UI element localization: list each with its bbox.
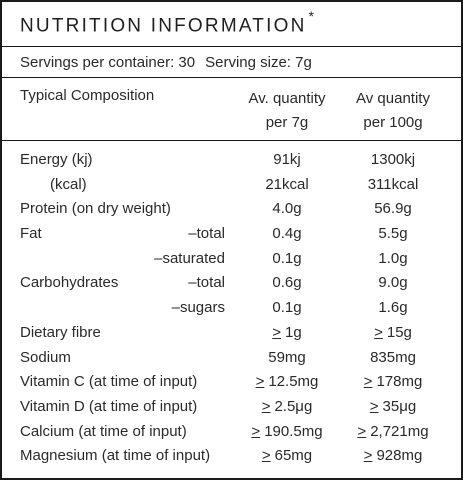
- title-row: NUTRITION INFORMATION *: [2, 2, 461, 47]
- nutrient-name: Protein (on dry weight): [20, 200, 171, 218]
- value-per-serving: >190.5mg: [251, 422, 323, 440]
- nutrient-row: Calcium (at time of input) >190.5mg >2,721…: [2, 420, 461, 445]
- nutrient-name: Magnesium (at time of input): [20, 447, 211, 465]
- nutrient-row: Vitamin C (at time of input) >12.5mg >178m…: [2, 370, 461, 395]
- servings-per-container: Servings per container: 30: [20, 53, 196, 71]
- greater-equal-icon: >: [357, 422, 367, 440]
- header-per-100g-line2: per 100g: [363, 114, 423, 131]
- nutrient-row: Energy (kj) 91kj 1300kj: [2, 148, 461, 173]
- header-per-serving-line2: per 7g: [265, 114, 309, 131]
- nutrient-rows: Energy (kj) 91kj 1300kj (kcal) 21kcal 311kcal…: [2, 141, 461, 469]
- value-per-serving: 59mg: [268, 348, 306, 366]
- greater-equal-icon: >: [261, 397, 271, 415]
- servings-row: Servings per container: 30 Serving size:…: [2, 47, 461, 78]
- header-composition: Typical Composition: [20, 87, 155, 104]
- nutrient-row: Fat –total 0.4g 5.5g: [2, 222, 461, 247]
- nutrient-row: Sodium 59mg 835mg: [2, 346, 461, 371]
- greater-equal-icon: >: [261, 447, 271, 465]
- nutrient-row: Protein (on dry weight) 4.0g 56.9g: [2, 197, 461, 222]
- value-per-100g: 1.0g: [378, 249, 408, 267]
- value-per-100g: >178mg: [363, 373, 423, 391]
- value-per-100g: >15g: [374, 323, 412, 341]
- value-per-100g: >35μg: [369, 397, 417, 415]
- nutrient-row: (kcal) 21kcal 311kcal: [2, 173, 461, 198]
- title-asterisk: *: [308, 7, 314, 24]
- value-per-serving: >12.5mg: [255, 373, 319, 391]
- nutrient-name: Sodium: [20, 348, 71, 366]
- value-per-100g: 9.0g: [378, 274, 408, 292]
- value-per-100g: 56.9g: [374, 200, 412, 218]
- greater-equal-icon: >: [251, 422, 261, 440]
- header-per-100g: Av quantity per 100g: [340, 87, 446, 135]
- header-per-serving: Av. quantity per 7g: [234, 87, 340, 135]
- nutrient-name: Carbohydrates: [20, 274, 119, 292]
- value-per-serving: 0.1g: [272, 249, 302, 267]
- nutrient-name: Dietary fibre: [20, 323, 101, 341]
- nutrient-row: –sugars 0.1g 1.6g: [2, 296, 461, 321]
- panel-title: NUTRITION INFORMATION *: [20, 7, 314, 37]
- greater-equal-icon: >: [272, 323, 282, 341]
- value-per-100g: 311kcal: [367, 175, 419, 193]
- nutrient-name: Vitamin D (at time of input): [20, 397, 198, 415]
- value-per-serving: >2.5μg: [261, 397, 313, 415]
- nutrient-row: Dietary fibre >1g >15g: [2, 321, 461, 346]
- nutrient-subtype: –sugars: [171, 299, 225, 317]
- value-per-serving: 0.1g: [272, 299, 302, 317]
- nutrient-name: Energy (kj): [20, 151, 93, 168]
- value-per-serving: 0.4g: [272, 225, 302, 243]
- header-per-serving-line1: Av. quantity: [248, 90, 326, 107]
- greater-equal-icon: >: [255, 373, 265, 391]
- greater-equal-icon: >: [363, 447, 373, 465]
- value-per-serving: 0.6g: [272, 274, 302, 292]
- value-per-100g: 1300kj: [370, 151, 416, 168]
- nutrient-row: –saturated 0.1g 1.0g: [2, 247, 461, 272]
- greater-equal-icon: >: [363, 373, 373, 391]
- nutrient-name: Vitamin C (at time of input): [20, 373, 198, 391]
- value-per-100g: >928mg: [363, 447, 423, 465]
- nutrient-subtype: –total: [188, 225, 225, 243]
- value-per-serving: 21kcal: [265, 175, 309, 193]
- serving-size: Serving size: 7g: [205, 53, 312, 71]
- value-per-100g: 1.6g: [378, 299, 408, 317]
- value-per-100g: >2,721mg: [357, 422, 429, 440]
- value-per-serving: >1g: [272, 323, 302, 341]
- header-per-100g-line1: Av quantity: [356, 90, 430, 107]
- value-per-serving: 4.0g: [272, 200, 302, 218]
- greater-equal-icon: >: [374, 323, 383, 341]
- nutrient-row: Magnesium (at time of input) >65mg >928mg: [2, 444, 461, 469]
- nutrient-name: (kcal): [50, 175, 87, 193]
- nutrient-subtype: –saturated: [154, 249, 225, 267]
- nutrient-subtype: –total: [188, 274, 225, 292]
- nutrient-row: Carbohydrates –total 0.6g 9.0g: [2, 271, 461, 296]
- nutrient-name: Calcium (at time of input): [20, 422, 187, 440]
- value-per-100g: 835mg: [370, 348, 416, 366]
- nutrient-name: Fat: [20, 225, 42, 243]
- column-header-row: Typical Composition Av. quantity per 7g …: [2, 78, 461, 141]
- value-per-serving: >65mg: [261, 447, 313, 465]
- greater-equal-icon: >: [369, 397, 379, 415]
- value-per-serving: 91kj: [273, 151, 301, 168]
- nutrient-row: Vitamin D (at time of input) >2.5μg >35μg: [2, 395, 461, 420]
- value-per-100g: 5.5g: [378, 225, 408, 243]
- title-text: NUTRITION INFORMATION: [20, 15, 307, 37]
